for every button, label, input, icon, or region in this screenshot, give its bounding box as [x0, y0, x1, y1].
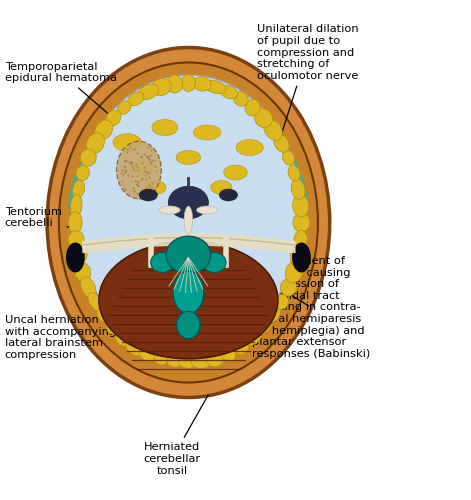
- Ellipse shape: [293, 213, 310, 232]
- Ellipse shape: [75, 75, 301, 350]
- Ellipse shape: [181, 74, 195, 92]
- Text: Temporoparietal
epidural hematoma: Temporoparietal epidural hematoma: [5, 62, 139, 140]
- Ellipse shape: [266, 307, 280, 323]
- Ellipse shape: [70, 194, 82, 217]
- Ellipse shape: [81, 149, 96, 166]
- Ellipse shape: [88, 292, 103, 311]
- Ellipse shape: [254, 108, 272, 128]
- Ellipse shape: [154, 351, 169, 365]
- Ellipse shape: [264, 120, 282, 140]
- Ellipse shape: [59, 62, 318, 382]
- Ellipse shape: [151, 78, 171, 96]
- Ellipse shape: [288, 165, 300, 181]
- Text: Uncal herniation
with accompanying
lateral brainstem
compression: Uncal herniation with accompanying later…: [5, 311, 129, 360]
- Ellipse shape: [280, 278, 297, 296]
- Ellipse shape: [294, 230, 307, 248]
- Wedge shape: [82, 92, 199, 164]
- Ellipse shape: [81, 276, 96, 298]
- Ellipse shape: [76, 166, 89, 180]
- Text: Tentorium
cerebelli: Tentorium cerebelli: [5, 206, 136, 246]
- Ellipse shape: [211, 180, 232, 194]
- Ellipse shape: [275, 294, 288, 310]
- Ellipse shape: [219, 188, 238, 201]
- Ellipse shape: [206, 350, 225, 366]
- Ellipse shape: [254, 318, 272, 336]
- Ellipse shape: [224, 165, 247, 180]
- Ellipse shape: [167, 355, 182, 367]
- Text: Unilateral dilation
of pupil due to
compression and
stretching of
oculomotor ner: Unilateral dilation of pupil due to comp…: [257, 24, 358, 165]
- Ellipse shape: [292, 194, 309, 217]
- Ellipse shape: [167, 75, 183, 93]
- Ellipse shape: [99, 242, 278, 359]
- Ellipse shape: [291, 178, 305, 200]
- Ellipse shape: [292, 242, 311, 272]
- Ellipse shape: [106, 110, 121, 126]
- Ellipse shape: [184, 206, 193, 234]
- Ellipse shape: [75, 262, 91, 281]
- Ellipse shape: [138, 84, 159, 100]
- Ellipse shape: [221, 344, 236, 362]
- Ellipse shape: [115, 328, 133, 346]
- Ellipse shape: [68, 231, 84, 248]
- Text: Herniated
cerebellar
tonsil: Herniated cerebellar tonsil: [143, 395, 208, 475]
- Ellipse shape: [245, 100, 260, 116]
- Ellipse shape: [285, 261, 303, 283]
- Ellipse shape: [139, 344, 158, 362]
- Ellipse shape: [173, 271, 203, 314]
- Ellipse shape: [145, 180, 166, 194]
- Ellipse shape: [179, 356, 198, 368]
- Ellipse shape: [66, 242, 85, 272]
- Ellipse shape: [203, 252, 226, 272]
- Ellipse shape: [236, 140, 263, 156]
- Ellipse shape: [125, 336, 146, 355]
- Ellipse shape: [68, 212, 82, 234]
- Ellipse shape: [86, 132, 105, 154]
- Ellipse shape: [191, 354, 213, 368]
- Ellipse shape: [166, 236, 211, 274]
- Ellipse shape: [159, 206, 180, 214]
- Text: Displacement of
midbrain causing
compression of
pyramidal tract
resulting in con: Displacement of midbrain causing compres…: [252, 256, 370, 359]
- Ellipse shape: [113, 134, 141, 151]
- Ellipse shape: [169, 186, 208, 218]
- Ellipse shape: [47, 48, 330, 398]
- Ellipse shape: [139, 188, 158, 201]
- Ellipse shape: [177, 311, 200, 338]
- Ellipse shape: [117, 141, 161, 199]
- Ellipse shape: [219, 85, 238, 99]
- Ellipse shape: [70, 248, 87, 264]
- Ellipse shape: [233, 338, 249, 354]
- Ellipse shape: [197, 206, 218, 214]
- Ellipse shape: [151, 252, 174, 272]
- Ellipse shape: [97, 308, 111, 322]
- Ellipse shape: [176, 150, 201, 164]
- Ellipse shape: [193, 76, 211, 91]
- Ellipse shape: [194, 125, 221, 140]
- Ellipse shape: [234, 92, 248, 106]
- Wedge shape: [178, 92, 294, 164]
- Ellipse shape: [274, 134, 289, 152]
- Ellipse shape: [106, 320, 121, 334]
- Ellipse shape: [244, 329, 262, 346]
- Ellipse shape: [130, 160, 153, 174]
- Ellipse shape: [205, 80, 226, 94]
- Ellipse shape: [152, 120, 178, 136]
- Wedge shape: [68, 92, 309, 210]
- Ellipse shape: [117, 101, 131, 114]
- Ellipse shape: [95, 120, 113, 140]
- Ellipse shape: [128, 92, 144, 106]
- Ellipse shape: [290, 245, 306, 267]
- Ellipse shape: [73, 180, 85, 198]
- Ellipse shape: [282, 150, 295, 165]
